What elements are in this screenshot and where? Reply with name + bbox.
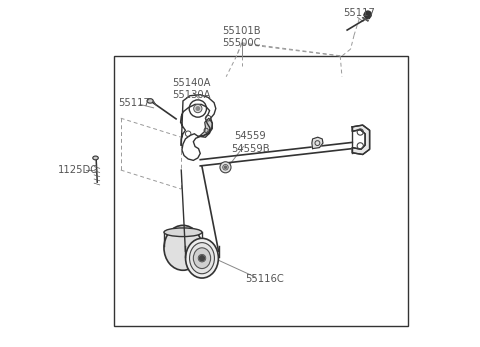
Text: 55101B
55500C: 55101B 55500C <box>222 26 261 48</box>
Circle shape <box>200 256 204 261</box>
Circle shape <box>225 166 227 168</box>
Ellipse shape <box>186 238 218 278</box>
Text: 55117: 55117 <box>343 8 375 18</box>
Text: 1125DG: 1125DG <box>58 165 99 175</box>
Polygon shape <box>352 125 370 154</box>
Polygon shape <box>200 118 212 136</box>
Ellipse shape <box>164 228 202 237</box>
Circle shape <box>223 164 228 170</box>
Text: 55117: 55117 <box>119 98 151 108</box>
Ellipse shape <box>93 156 98 160</box>
Circle shape <box>196 107 200 110</box>
Polygon shape <box>312 137 323 149</box>
Text: 55140A
55130A: 55140A 55130A <box>172 78 211 100</box>
Ellipse shape <box>364 14 370 19</box>
Ellipse shape <box>198 254 206 262</box>
Ellipse shape <box>164 225 202 270</box>
Text: 54559
54559B: 54559 54559B <box>231 131 270 154</box>
Bar <box>114 56 408 325</box>
Text: 55116C: 55116C <box>245 274 284 284</box>
Ellipse shape <box>147 99 153 103</box>
Ellipse shape <box>190 243 215 274</box>
Circle shape <box>364 11 372 18</box>
Circle shape <box>194 104 202 113</box>
Circle shape <box>220 162 231 173</box>
Ellipse shape <box>193 248 211 269</box>
